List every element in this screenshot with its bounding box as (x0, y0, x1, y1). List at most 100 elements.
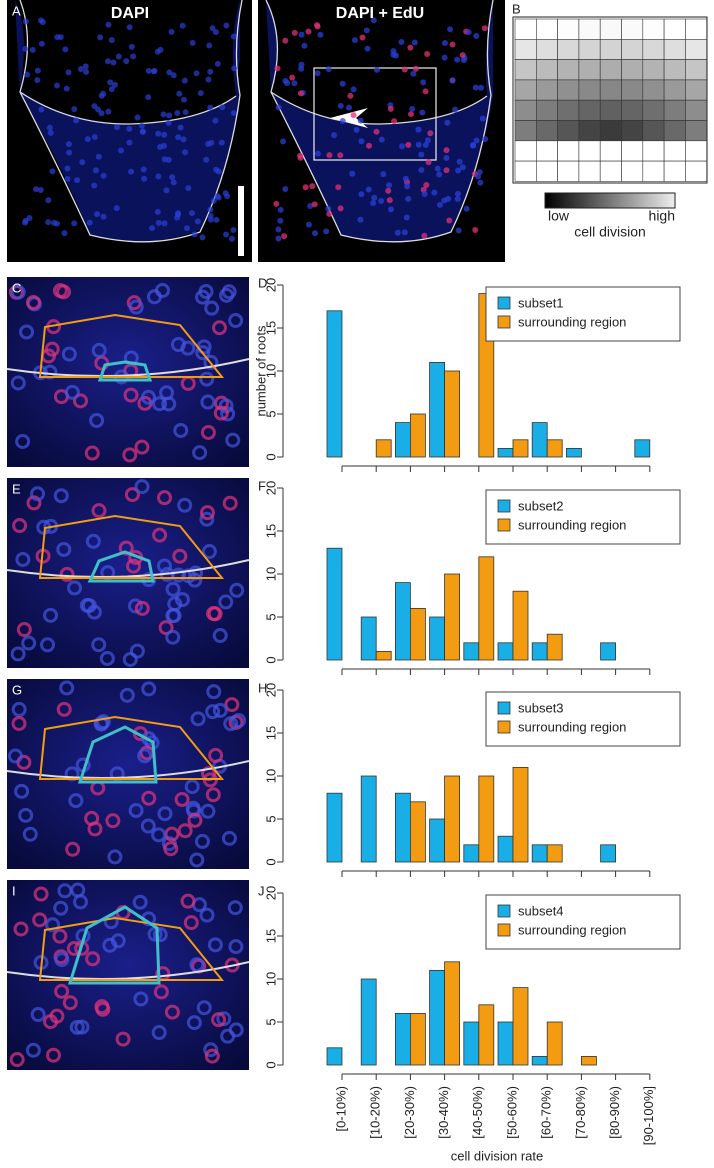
cell (151, 827, 167, 843)
cell (166, 608, 182, 624)
cell (180, 893, 196, 909)
bar (497, 642, 514, 661)
cell (359, 34, 366, 41)
cell (223, 716, 239, 732)
diagram-cell (535, 38, 558, 60)
cell (145, 67, 152, 74)
cell (29, 46, 36, 53)
cell (282, 185, 289, 192)
cell (205, 140, 212, 147)
bar (546, 1021, 563, 1066)
legend-label: subset4 (518, 903, 564, 918)
cell (465, 29, 472, 36)
cell (403, 214, 410, 221)
panel-label: J (258, 883, 265, 898)
cell (182, 109, 189, 116)
cell (165, 119, 172, 126)
cell (289, 74, 296, 81)
cell (339, 80, 346, 87)
cell (425, 159, 432, 166)
legend-swatch (497, 296, 511, 310)
cell (415, 126, 422, 133)
cell (170, 179, 177, 186)
bar (326, 792, 343, 863)
diagram-cell (599, 160, 622, 182)
cell (380, 171, 387, 178)
cell (79, 597, 95, 613)
cell (53, 488, 69, 504)
panel-label: A (12, 3, 21, 18)
diagram-cell (663, 140, 686, 162)
diagram-cell (663, 160, 686, 182)
cell (350, 86, 357, 93)
bar (512, 439, 529, 458)
cell (71, 220, 78, 227)
cell (43, 607, 59, 623)
cell (370, 17, 377, 24)
diagram-cell (599, 140, 622, 162)
diagram-cell (578, 160, 601, 182)
diagram-cell (514, 59, 537, 81)
cell (140, 818, 156, 834)
cell (204, 300, 220, 316)
y-tick-label: 15 (263, 929, 278, 943)
diagram-cell (685, 38, 708, 60)
y-tick-label: 5 (263, 815, 278, 822)
bar (326, 1047, 343, 1066)
cell (134, 479, 150, 495)
cell (54, 952, 70, 968)
cell (100, 213, 107, 220)
legend-label: surrounding region (518, 922, 626, 937)
cell (30, 1007, 46, 1023)
cells (22, 17, 708, 242)
cell (124, 487, 140, 503)
cell (91, 637, 107, 653)
cell (62, 995, 78, 1011)
bar (531, 422, 548, 458)
cell (79, 159, 86, 166)
cell (54, 983, 70, 999)
cell (54, 82, 61, 89)
legend-swatch (497, 315, 511, 329)
bar (375, 439, 392, 458)
diagram-cell (621, 18, 644, 40)
cell (219, 104, 226, 111)
cell (357, 216, 364, 223)
image-title: DAPI + EdU (336, 5, 424, 22)
y-tick-label: 10 (263, 769, 278, 783)
bar (444, 775, 461, 863)
bar (360, 775, 377, 863)
cell (228, 939, 244, 955)
diagram-cell (621, 99, 644, 121)
cell (220, 406, 236, 422)
diagram-cell (578, 120, 601, 142)
cell (24, 71, 31, 78)
cell (10, 375, 26, 391)
cell (133, 991, 149, 1007)
cell (302, 184, 309, 191)
cell (34, 67, 41, 74)
cell (314, 22, 321, 29)
y-tick-label: 0 (263, 656, 278, 663)
cell (22, 18, 29, 25)
cell (91, 133, 98, 140)
diagram-cell (685, 120, 708, 142)
cell (203, 1042, 219, 1058)
diagram-cell (578, 18, 601, 40)
cell (331, 132, 338, 139)
cell (192, 445, 208, 461)
legend-box (485, 894, 681, 950)
legend-box (485, 286, 681, 342)
cell (385, 187, 392, 194)
y-tick-label: 10 (263, 364, 278, 378)
cell (454, 56, 461, 63)
y-tick-label: 20 (263, 683, 278, 697)
bar (444, 961, 461, 1066)
cell (56, 701, 72, 717)
cell (140, 166, 147, 173)
cell (388, 206, 395, 213)
cell (281, 233, 288, 240)
cell (70, 882, 86, 898)
x-tick-label: [30-40%) (436, 1086, 451, 1139)
cell (155, 219, 162, 226)
